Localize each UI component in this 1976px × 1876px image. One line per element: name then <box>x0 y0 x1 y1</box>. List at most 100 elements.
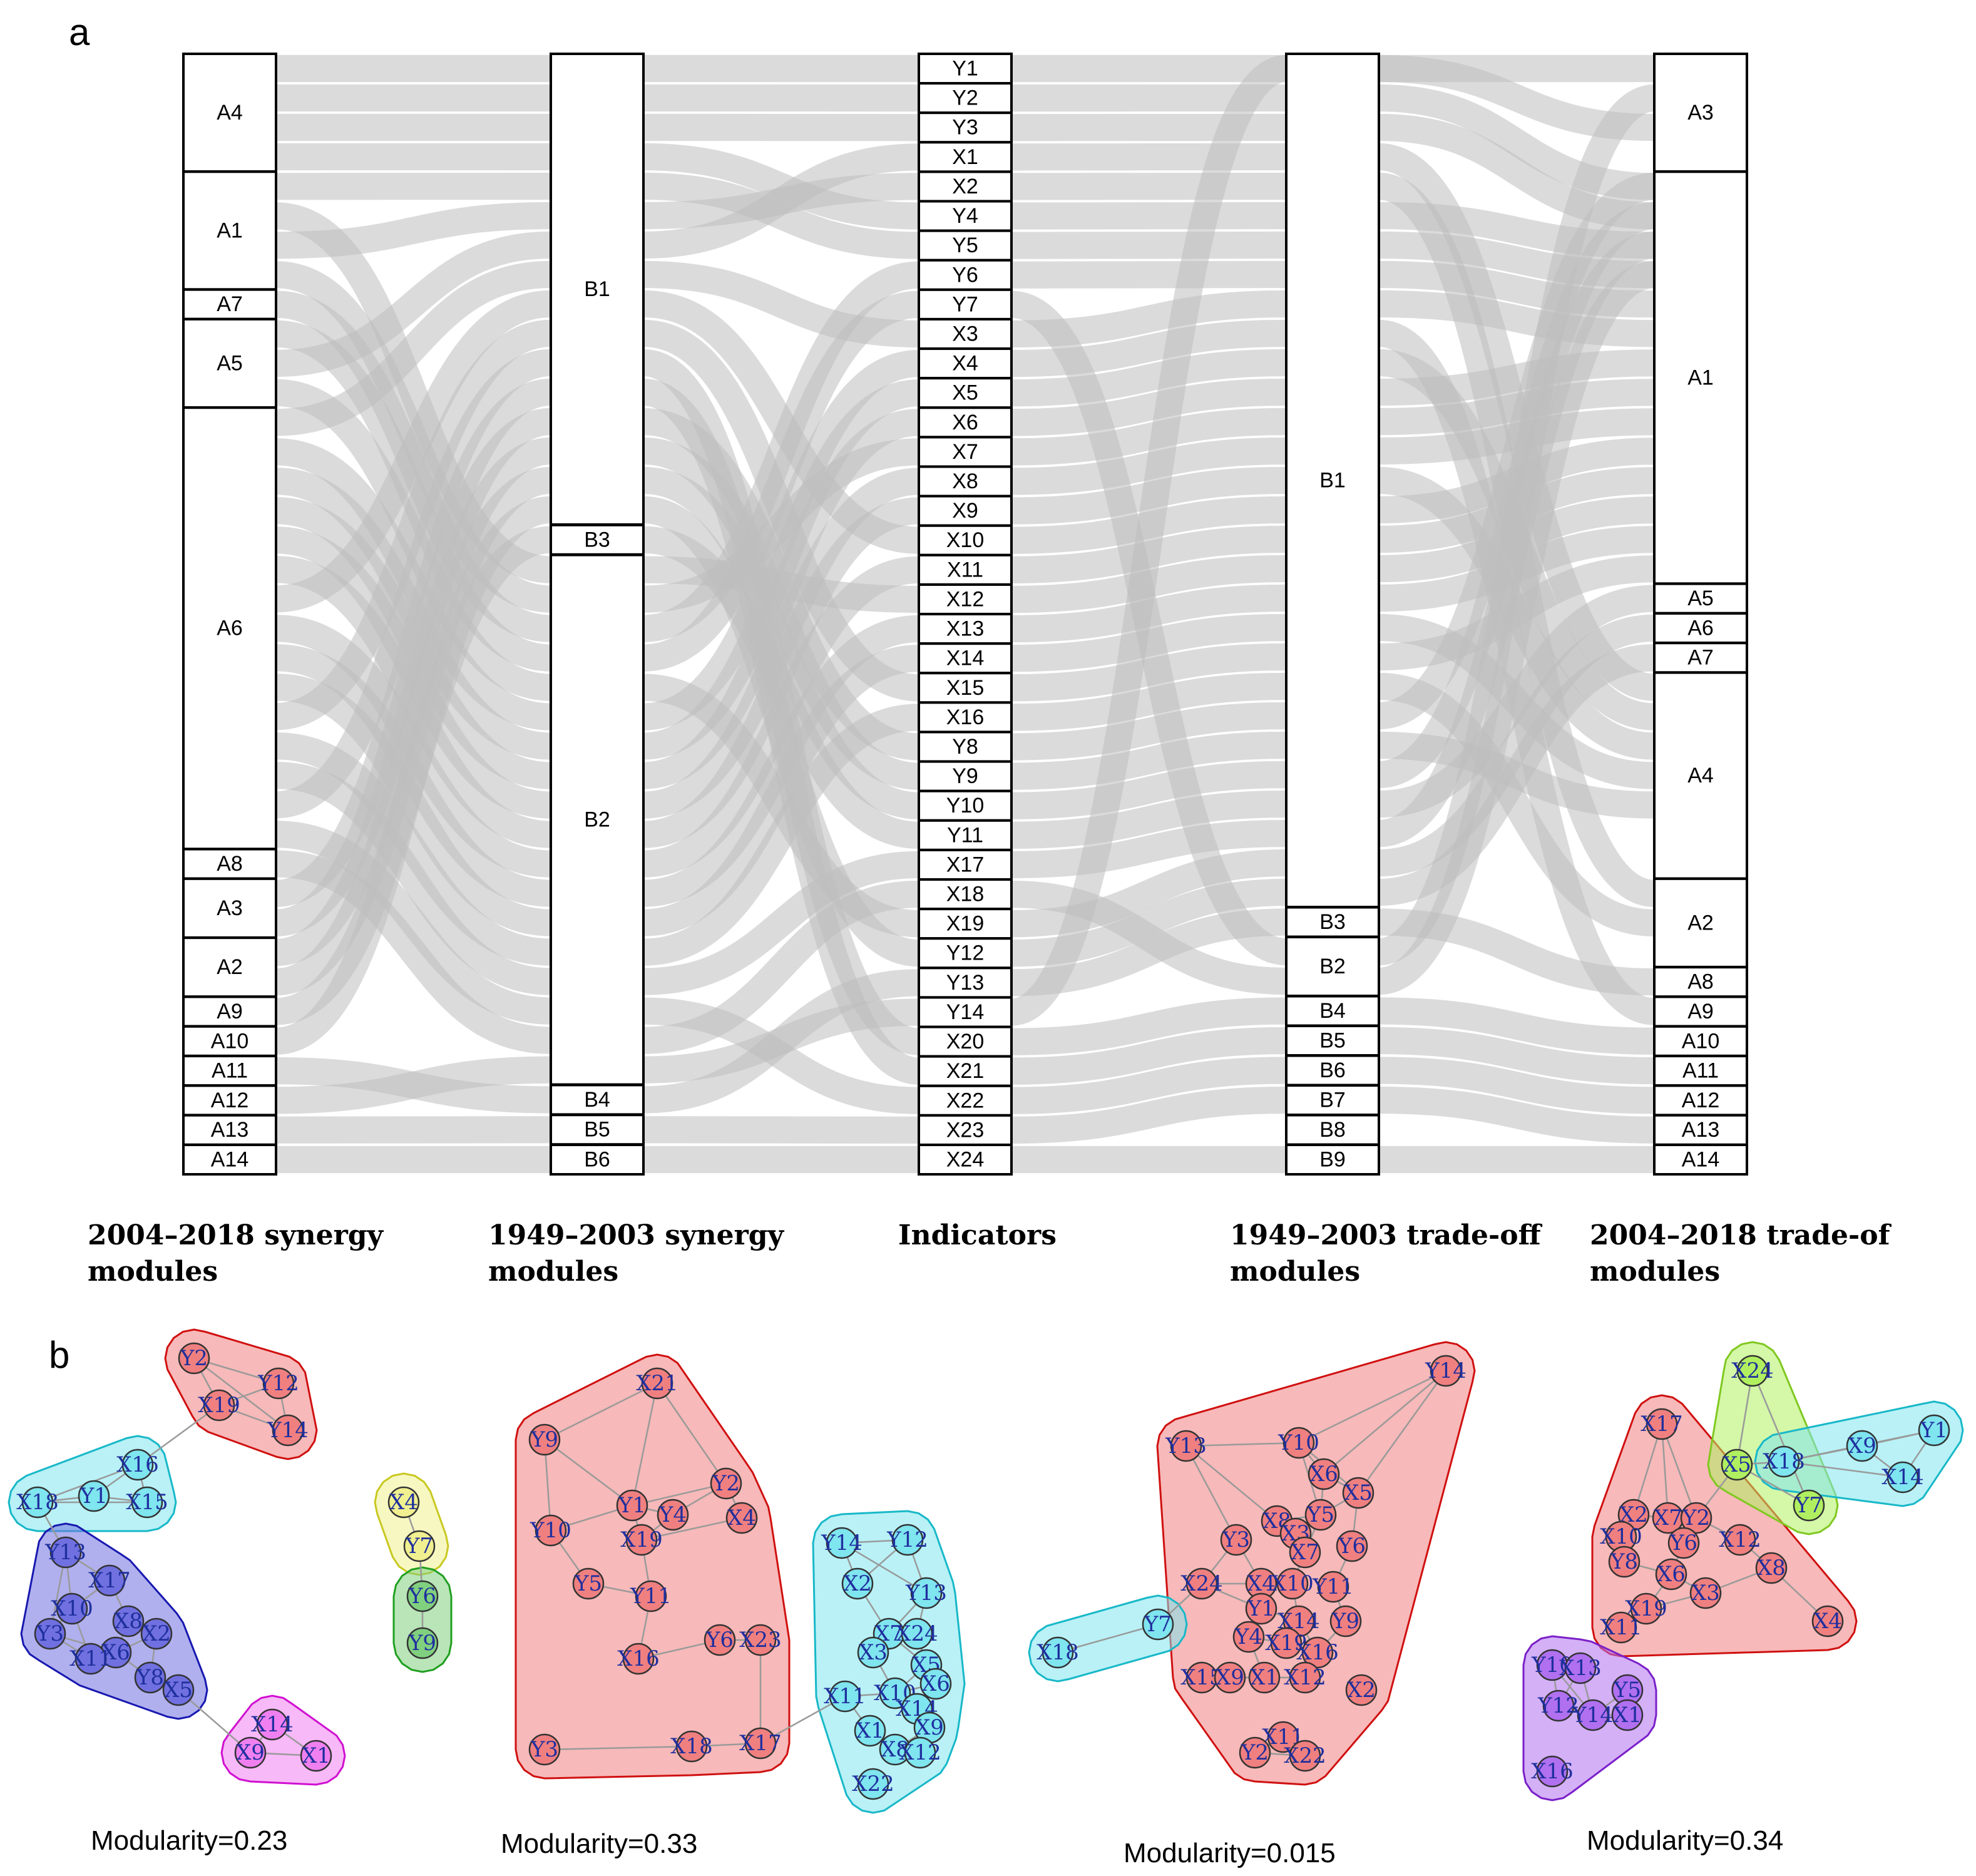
col-trade-1949-box-b5: B5 <box>1285 1025 1380 1057</box>
node-label: Y8 <box>136 1665 164 1690</box>
network-edge <box>1751 1370 1810 1506</box>
col-trade-1949-box-b6: B6 <box>1285 1054 1380 1087</box>
flow-ribbon <box>643 290 919 554</box>
flow-ribbon <box>643 143 919 259</box>
network-nodes: X21 Y9 Y2 Y1 Y4 X4 Y10 X19 Y5 Y11 X16 Y6 X23 Y3 X18 X17… <box>528 1367 952 1800</box>
network-node: X2 <box>140 1617 173 1650</box>
node-label: Y1 <box>1247 1596 1275 1621</box>
flow-ribbon <box>1011 790 1287 849</box>
module-label: Y8 <box>952 735 978 759</box>
col-indicators-box-y13: Y13 <box>918 966 1013 999</box>
module-box <box>550 1114 645 1146</box>
flow-ribbon <box>1011 1057 1287 1114</box>
node-label: X17 <box>1641 1412 1682 1437</box>
flow-ribbon <box>1011 319 1287 377</box>
node-circle <box>262 1367 295 1400</box>
network-node: Y14 <box>267 1414 309 1447</box>
module-box <box>918 524 1013 556</box>
module-label: B5 <box>584 1118 610 1142</box>
flow-ribbon <box>1010 54 1288 1026</box>
col-trade-2004-box-a2: A2 <box>1653 877 1748 968</box>
node-label: X6 <box>1309 1462 1338 1487</box>
node-label: X17 <box>739 1731 781 1756</box>
col-indicators-box-x12: X12 <box>918 583 1013 615</box>
module-label: X3 <box>952 322 978 346</box>
node-circle <box>1564 1652 1597 1684</box>
flow-ribbon <box>643 880 919 1054</box>
network-node: Y8 <box>1608 1545 1641 1578</box>
module-label: Y10 <box>946 794 985 818</box>
flow-ribbon <box>642 319 920 702</box>
col-trade-2004-box-a12: A12 <box>1653 1084 1748 1117</box>
node-circle <box>1282 1427 1315 1459</box>
network-node: Y11 <box>1312 1571 1354 1603</box>
node-circle <box>1214 1661 1246 1694</box>
module-box <box>918 996 1013 1028</box>
node-label: X19 <box>198 1393 240 1418</box>
panel-b-label: b <box>49 1334 69 1376</box>
network-node: X7 <box>1289 1536 1321 1569</box>
flow-ribbon <box>643 260 919 348</box>
node-circle <box>829 1680 861 1713</box>
node-circle <box>387 1486 420 1519</box>
col-syn-2004-box-a2: A2 <box>182 936 277 998</box>
module-label: Y2 <box>952 86 978 110</box>
network-node: X12 <box>1719 1524 1761 1556</box>
module-box <box>550 523 645 556</box>
network-node: Y13 <box>905 1577 947 1609</box>
col-indicators-box-x24: X24 <box>918 1144 1013 1176</box>
module-label: A4 <box>1687 764 1714 787</box>
node-label: Y7 <box>1794 1493 1823 1518</box>
node-circle <box>300 1740 332 1772</box>
module-box <box>918 317 1013 350</box>
node-label: Y3 <box>1222 1527 1250 1552</box>
node-circle <box>78 1480 110 1512</box>
col-trade-2004-box-a5: A5 <box>1653 582 1748 615</box>
module-label: X10 <box>946 528 985 552</box>
network-node: Y3 <box>34 1617 66 1650</box>
node-label: X9 <box>1848 1433 1876 1458</box>
module-box <box>182 170 277 291</box>
network-edge <box>631 1383 658 1506</box>
module-box <box>1653 966 1748 998</box>
module-label: A6 <box>1687 616 1714 640</box>
col-syn-1949-box-b2: B2 <box>550 553 645 1086</box>
node-label: Y14 <box>821 1530 863 1556</box>
flow-ribbon <box>275 496 552 1055</box>
node-circle <box>1185 1567 1218 1600</box>
module-box <box>918 848 1013 881</box>
module-box <box>1285 936 1380 997</box>
col-indicators-box-x7: X7 <box>918 436 1013 468</box>
module-box <box>1653 582 1748 615</box>
module-label: Y11 <box>947 823 983 847</box>
node-circle <box>704 1624 736 1656</box>
node-circle <box>1918 1414 1950 1447</box>
network-node: X24 <box>896 1617 938 1650</box>
node-label: X18 <box>1763 1449 1805 1474</box>
node-label: Y6 <box>1669 1530 1697 1556</box>
module-box <box>182 1084 277 1117</box>
col-trade-1949-box-b3: B3 <box>1285 906 1380 938</box>
module-label: A7 <box>1687 646 1714 670</box>
node-circle <box>1542 1689 1575 1722</box>
module-label: X4 <box>952 352 978 376</box>
network-edge <box>1298 1370 1446 1444</box>
flow-ribbon <box>1011 849 1287 938</box>
node-label: X5 <box>164 1678 193 1703</box>
node-label: X17 <box>88 1568 130 1593</box>
node-label: X9 <box>236 1740 265 1765</box>
network-node: X11 <box>824 1680 866 1713</box>
flow-ribbon <box>275 231 551 377</box>
module-label: X19 <box>946 912 985 936</box>
flow-ribbon <box>1011 613 1287 672</box>
module-label: X14 <box>946 647 985 670</box>
network-node: X13 <box>1559 1652 1602 1684</box>
node-label: X1 <box>1613 1703 1642 1728</box>
flow-ribbon <box>1011 290 1287 348</box>
node-circle <box>1724 1524 1756 1556</box>
network-node: Y2 <box>1680 1502 1712 1534</box>
sankey-columns: A4 A1 A7 A5 A6 A8 A3 A2 A9 A10 A11 A12 A13 A14 B1 B3 B2 B… <box>182 53 1748 1176</box>
flow-ribbon <box>1378 644 1655 906</box>
flow-ribbon <box>1378 1086 1655 1144</box>
